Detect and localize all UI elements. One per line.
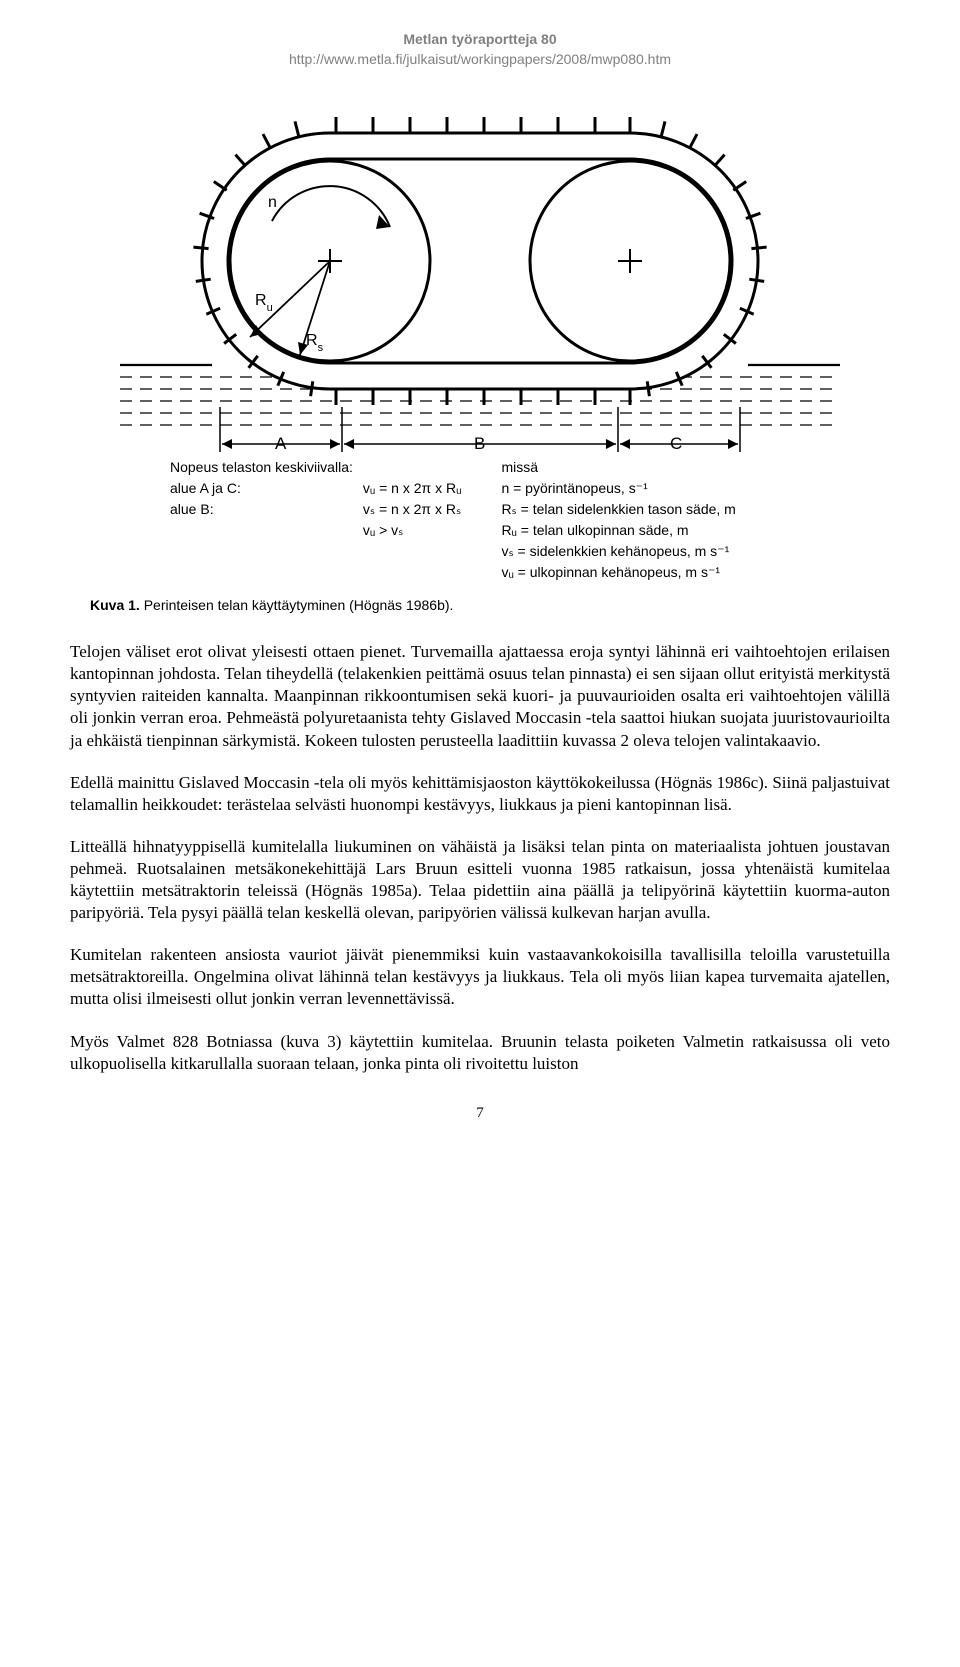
speed-row3-eq: vᵤ > vₛ	[363, 520, 462, 541]
label-n: n	[268, 194, 277, 211]
paragraph-1: Telojen väliset erot olivat yleisesti ot…	[70, 641, 890, 751]
equation-block: Nopeus telaston keskiviivalla: alue A ja…	[170, 457, 870, 583]
figure-1: n Ru Rs A B C	[90, 87, 870, 613]
def-vs: vₛ = sidelenkkien kehänopeus, m s⁻¹	[501, 541, 735, 562]
figure-caption: Kuva 1. Perinteisen telan käyttäytyminen…	[90, 597, 870, 613]
speed-left-column: Nopeus telaston keskiviivalla: alue A ja…	[170, 457, 461, 583]
figure-caption-text: Perinteisen telan käyttäytyminen (Högnäs…	[140, 597, 454, 613]
page-number: 7	[70, 1105, 890, 1122]
speed-right-column: missä n = pyörintänopeus, s⁻¹ Rₛ = telan…	[501, 457, 735, 583]
track-diagram: n Ru Rs A B C	[90, 87, 870, 457]
paragraph-3: Litteällä hihnatyyppisellä kumitelalla l…	[70, 836, 890, 924]
speed-heading: Nopeus telaston keskiviivalla:	[170, 457, 353, 478]
report-url: http://www.metla.fi/julkaisut/workingpap…	[70, 50, 890, 70]
def-n: n = pyörintänopeus, s⁻¹	[501, 478, 735, 499]
body-text: Telojen väliset erot olivat yleisesti ot…	[70, 641, 890, 1075]
def-Ru: Rᵤ = telan ulkopinnan säde, m	[501, 520, 735, 541]
def-vu: vᵤ = ulkopinnan kehänopeus, m s⁻¹	[501, 562, 735, 583]
speed-rowB-label: alue B:	[170, 499, 353, 520]
speed-rowB-eq: vₛ = n x 2π x Rₛ	[363, 499, 462, 520]
where-label: missä	[501, 457, 735, 478]
page-header: Metlan työraportteja 80 http://www.metla…	[70, 30, 890, 69]
paragraph-2: Edellä mainittu Gislaved Moccasin -tela …	[70, 772, 890, 816]
paragraph-4: Kumitelan rakenteen ansiosta vauriot jäi…	[70, 944, 890, 1010]
speed-rowA-label: alue A ja C:	[170, 478, 353, 499]
speed-rowA-eq: vᵤ = n x 2π x Rᵤ	[363, 478, 462, 499]
figure-caption-label: Kuva 1.	[90, 597, 140, 613]
report-series-title: Metlan työraportteja 80	[70, 30, 890, 50]
paragraph-5: Myös Valmet 828 Botniassa (kuva 3) käyte…	[70, 1031, 890, 1075]
def-Rs: Rₛ = telan sidelenkkien tason säde, m	[501, 499, 735, 520]
